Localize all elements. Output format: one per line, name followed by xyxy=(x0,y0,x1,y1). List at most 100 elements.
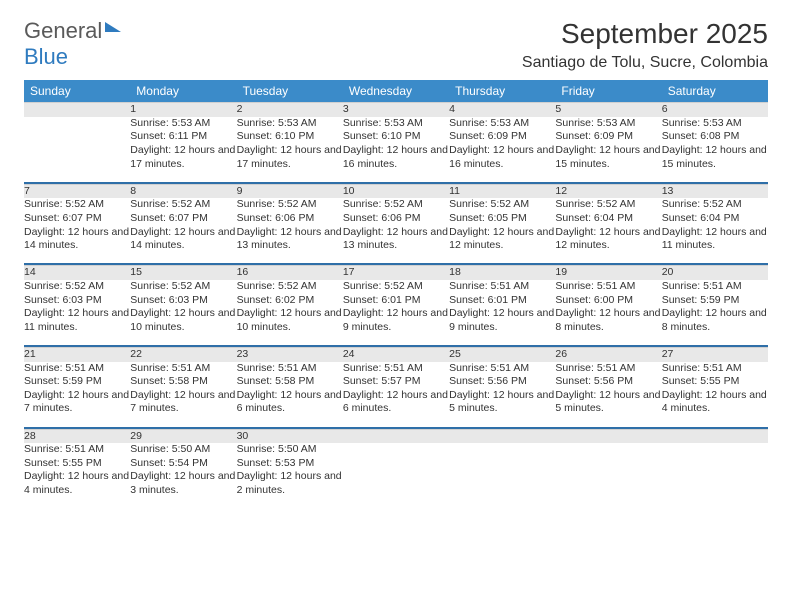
sunset-text: Sunset: 6:09 PM xyxy=(555,130,661,144)
sunrise-text: Sunrise: 5:51 AM xyxy=(130,362,236,376)
sunrise-text: Sunrise: 5:50 AM xyxy=(237,443,343,457)
daylight-text: Daylight: 12 hours and 2 minutes. xyxy=(237,470,343,497)
sunset-text: Sunset: 6:06 PM xyxy=(237,212,343,226)
day-number-cell: 4 xyxy=(449,103,555,117)
day-number-cell xyxy=(662,429,768,443)
sunrise-text: Sunrise: 5:52 AM xyxy=(343,198,449,212)
day-detail-cell: Sunrise: 5:51 AMSunset: 5:55 PMDaylight:… xyxy=(662,362,768,428)
sunrise-text: Sunrise: 5:52 AM xyxy=(237,280,343,294)
daylight-text: Daylight: 12 hours and 11 minutes. xyxy=(24,307,130,334)
day-number-cell: 2 xyxy=(237,103,343,117)
page-subtitle: Santiago de Tolu, Sucre, Colombia xyxy=(522,54,768,72)
sunset-text: Sunset: 5:59 PM xyxy=(24,375,130,389)
sunset-text: Sunset: 5:58 PM xyxy=(130,375,236,389)
day-detail-cell: Sunrise: 5:51 AMSunset: 5:56 PMDaylight:… xyxy=(449,362,555,428)
sunset-text: Sunset: 5:54 PM xyxy=(130,457,236,471)
day-detail-cell: Sunrise: 5:51 AMSunset: 6:00 PMDaylight:… xyxy=(555,280,661,346)
day-detail-row: Sunrise: 5:52 AMSunset: 6:03 PMDaylight:… xyxy=(24,280,768,346)
day-detail-cell xyxy=(449,443,555,509)
day-detail-cell: Sunrise: 5:53 AMSunset: 6:09 PMDaylight:… xyxy=(449,117,555,183)
day-detail-cell: Sunrise: 5:52 AMSunset: 6:06 PMDaylight:… xyxy=(343,198,449,264)
daylight-text: Daylight: 12 hours and 14 minutes. xyxy=(24,226,130,253)
daylight-text: Daylight: 12 hours and 12 minutes. xyxy=(449,226,555,253)
day-detail-cell: Sunrise: 5:52 AMSunset: 6:06 PMDaylight:… xyxy=(237,198,343,264)
day-detail-cell: Sunrise: 5:52 AMSunset: 6:03 PMDaylight:… xyxy=(24,280,130,346)
daylight-text: Daylight: 12 hours and 16 minutes. xyxy=(449,144,555,171)
day-number-row: 78910111213 xyxy=(24,184,768,198)
day-number-cell: 7 xyxy=(24,184,130,198)
sunset-text: Sunset: 6:04 PM xyxy=(662,212,768,226)
sunrise-text: Sunrise: 5:52 AM xyxy=(130,198,236,212)
day-number-cell: 26 xyxy=(555,347,661,361)
day-number-cell: 21 xyxy=(24,347,130,361)
daylight-text: Daylight: 12 hours and 15 minutes. xyxy=(662,144,768,171)
sunrise-text: Sunrise: 5:51 AM xyxy=(555,362,661,376)
day-detail-cell: Sunrise: 5:51 AMSunset: 5:55 PMDaylight:… xyxy=(24,443,130,509)
sunrise-text: Sunrise: 5:52 AM xyxy=(24,280,130,294)
daylight-text: Daylight: 12 hours and 9 minutes. xyxy=(449,307,555,334)
day-detail-cell: Sunrise: 5:51 AMSunset: 5:56 PMDaylight:… xyxy=(555,362,661,428)
day-number-row: 123456 xyxy=(24,103,768,117)
day-detail-row: Sunrise: 5:51 AMSunset: 5:55 PMDaylight:… xyxy=(24,443,768,509)
day-detail-cell: Sunrise: 5:50 AMSunset: 5:53 PMDaylight:… xyxy=(237,443,343,509)
day-detail-cell: Sunrise: 5:53 AMSunset: 6:08 PMDaylight:… xyxy=(662,117,768,183)
sunrise-text: Sunrise: 5:53 AM xyxy=(662,117,768,131)
day-number-cell: 6 xyxy=(662,103,768,117)
daylight-text: Daylight: 12 hours and 17 minutes. xyxy=(130,144,236,171)
day-detail-cell: Sunrise: 5:53 AMSunset: 6:10 PMDaylight:… xyxy=(237,117,343,183)
sunrise-text: Sunrise: 5:53 AM xyxy=(130,117,236,131)
day-number-cell: 30 xyxy=(237,429,343,443)
day-detail-cell: Sunrise: 5:51 AMSunset: 5:58 PMDaylight:… xyxy=(237,362,343,428)
sunset-text: Sunset: 6:01 PM xyxy=(343,294,449,308)
weekday-header: Friday xyxy=(555,80,661,103)
day-number-cell xyxy=(24,103,130,117)
weekday-header: Monday xyxy=(130,80,236,103)
day-detail-row: Sunrise: 5:53 AMSunset: 6:11 PMDaylight:… xyxy=(24,117,768,183)
day-number-cell: 17 xyxy=(343,266,449,280)
weekday-header: Tuesday xyxy=(237,80,343,103)
day-number-row: 21222324252627 xyxy=(24,347,768,361)
day-number-cell: 18 xyxy=(449,266,555,280)
sunset-text: Sunset: 5:59 PM xyxy=(662,294,768,308)
day-number-row: 282930 xyxy=(24,429,768,443)
page-header: General Blue September 2025 Santiago de … xyxy=(24,18,768,72)
sunset-text: Sunset: 6:02 PM xyxy=(237,294,343,308)
sunrise-text: Sunrise: 5:52 AM xyxy=(449,198,555,212)
sunrise-text: Sunrise: 5:51 AM xyxy=(24,362,130,376)
daylight-text: Daylight: 12 hours and 14 minutes. xyxy=(130,226,236,253)
day-number-cell: 12 xyxy=(555,184,661,198)
calendar-body: 123456Sunrise: 5:53 AMSunset: 6:11 PMDay… xyxy=(24,103,768,510)
daylight-text: Daylight: 12 hours and 6 minutes. xyxy=(237,389,343,416)
sunrise-text: Sunrise: 5:52 AM xyxy=(237,198,343,212)
sunset-text: Sunset: 5:55 PM xyxy=(662,375,768,389)
calendar-table: Sunday Monday Tuesday Wednesday Thursday… xyxy=(24,80,768,509)
daylight-text: Daylight: 12 hours and 7 minutes. xyxy=(24,389,130,416)
day-number-cell: 13 xyxy=(662,184,768,198)
daylight-text: Daylight: 12 hours and 3 minutes. xyxy=(130,470,236,497)
sunset-text: Sunset: 5:56 PM xyxy=(449,375,555,389)
day-number-cell: 29 xyxy=(130,429,236,443)
logo-triangle-icon xyxy=(105,22,121,32)
day-number-cell: 20 xyxy=(662,266,768,280)
sunrise-text: Sunrise: 5:51 AM xyxy=(449,362,555,376)
sunrise-text: Sunrise: 5:52 AM xyxy=(130,280,236,294)
brand-logo: General Blue xyxy=(24,18,121,70)
sunrise-text: Sunrise: 5:51 AM xyxy=(662,362,768,376)
sunrise-text: Sunrise: 5:53 AM xyxy=(237,117,343,131)
day-detail-cell: Sunrise: 5:52 AMSunset: 6:04 PMDaylight:… xyxy=(555,198,661,264)
day-number-cell: 25 xyxy=(449,347,555,361)
weekday-header-row: Sunday Monday Tuesday Wednesday Thursday… xyxy=(24,80,768,103)
sunset-text: Sunset: 6:08 PM xyxy=(662,130,768,144)
day-detail-cell: Sunrise: 5:52 AMSunset: 6:01 PMDaylight:… xyxy=(343,280,449,346)
daylight-text: Daylight: 12 hours and 5 minutes. xyxy=(449,389,555,416)
day-number-cell: 14 xyxy=(24,266,130,280)
sunrise-text: Sunrise: 5:51 AM xyxy=(662,280,768,294)
sunrise-text: Sunrise: 5:51 AM xyxy=(449,280,555,294)
day-number-cell: 5 xyxy=(555,103,661,117)
sunset-text: Sunset: 6:01 PM xyxy=(449,294,555,308)
sunset-text: Sunset: 6:06 PM xyxy=(343,212,449,226)
daylight-text: Daylight: 12 hours and 10 minutes. xyxy=(130,307,236,334)
day-number-cell: 23 xyxy=(237,347,343,361)
day-detail-cell: Sunrise: 5:53 AMSunset: 6:09 PMDaylight:… xyxy=(555,117,661,183)
daylight-text: Daylight: 12 hours and 11 minutes. xyxy=(662,226,768,253)
